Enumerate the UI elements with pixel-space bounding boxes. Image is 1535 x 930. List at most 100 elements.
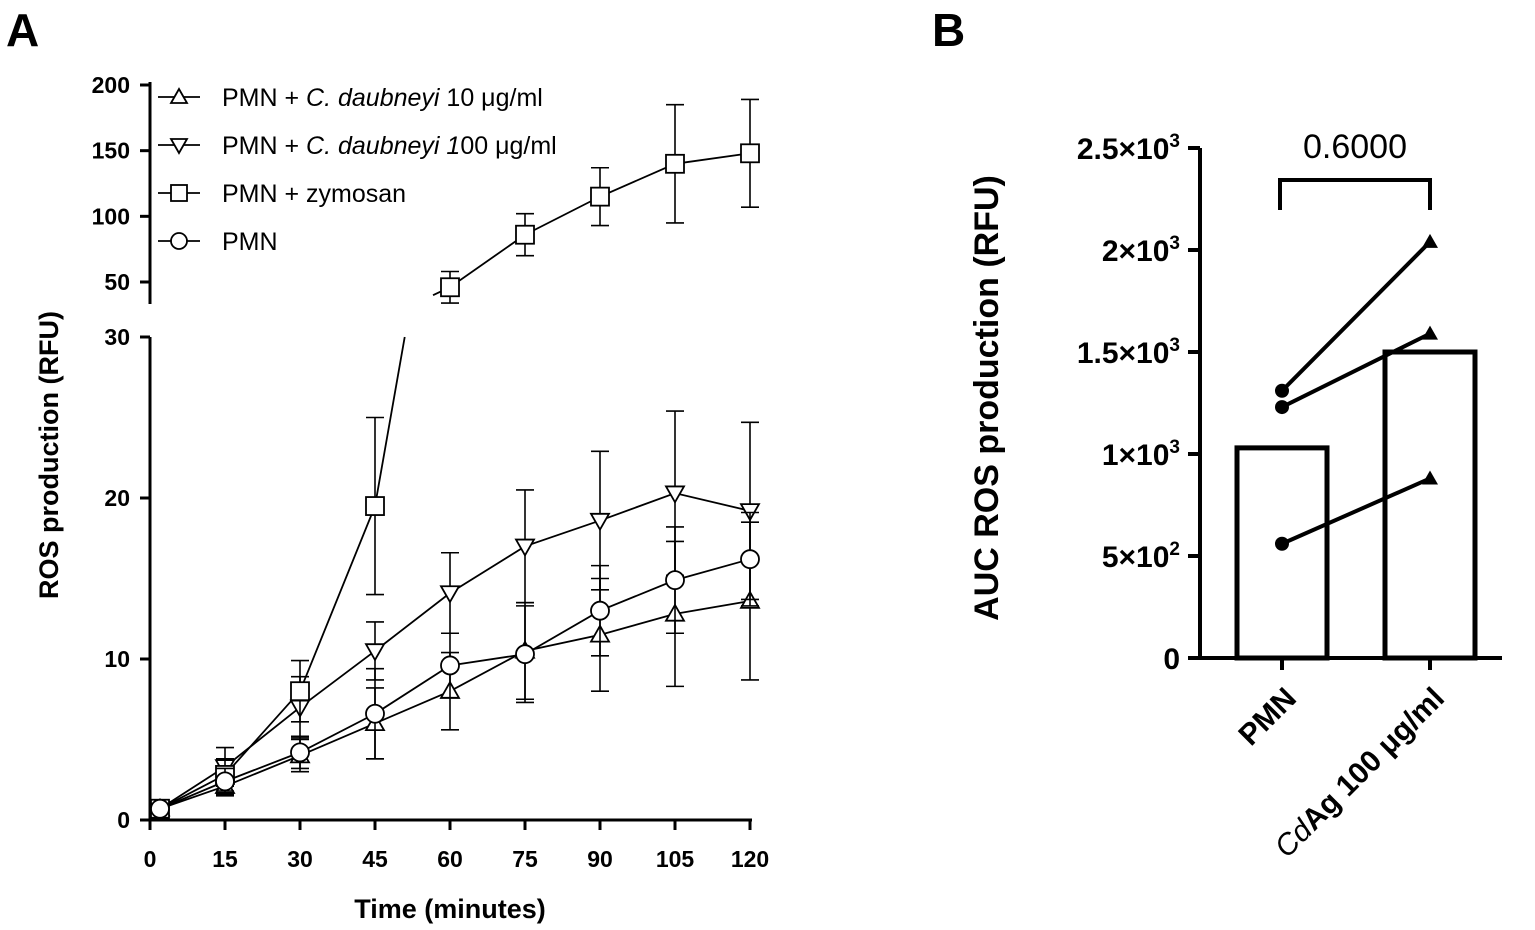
category-label-pmn: PMN [1232, 682, 1302, 752]
tick-exponent: 2 [1169, 539, 1180, 560]
treated-point [1422, 470, 1438, 485]
square-marker [365, 496, 385, 516]
y-tick-label: 0 [117, 807, 130, 833]
y-tick-label: 150 [92, 138, 130, 164]
legend-entry: PMN [158, 228, 278, 256]
paired-line [1281, 476, 1431, 546]
legend-label-prefix: PMN + zymosan [222, 180, 406, 208]
circle-marker [290, 742, 310, 763]
panel-b-letter: B [932, 4, 965, 56]
circle-marker [215, 771, 235, 792]
circle-marker [515, 644, 535, 665]
circle-marker [590, 600, 610, 621]
y-tick-label: 30 [104, 324, 130, 350]
triangle-down-marker [664, 485, 686, 504]
significance-bracket [1278, 178, 1432, 210]
square-marker [290, 681, 310, 702]
panel-a-letter: A [6, 4, 39, 56]
axis-ticks-a: 0 15 30 45 60 75 90 105 120 0 10 20 30 50 100 150 200 [92, 72, 770, 872]
y-tick-label-b: 2.5×103 [1077, 131, 1180, 166]
tick-mantissa: 0 [1163, 643, 1180, 676]
legend-label-suffix: 00 μg/ml [460, 132, 556, 160]
legend-label-italic: C. daubneyi [306, 84, 441, 112]
y-tick-label: 100 [92, 203, 130, 229]
pmn-point [1275, 536, 1289, 551]
y-tick-label: 10 [104, 646, 130, 672]
circle-marker [150, 798, 170, 819]
series-group [149, 98, 761, 820]
triangle-down-marker [169, 138, 189, 155]
x-tick-label: 0 [144, 846, 157, 872]
triangle-down-marker [514, 538, 536, 558]
circle-marker [665, 570, 685, 591]
tick-exponent: 3 [1169, 233, 1180, 254]
legend-label-italic: C. daubneyi 1 [306, 132, 460, 160]
x-tick-label: 30 [287, 846, 313, 872]
tick-mantissa: 1.5×10 [1077, 337, 1170, 370]
x-axis-title: Time (minutes) [354, 894, 546, 924]
x-tick-label: 60 [437, 846, 463, 872]
legend-label: PMN + zymosan [222, 180, 406, 208]
tick-mantissa: 5×10 [1102, 541, 1170, 574]
y-tick-label-b: 1×103 [1102, 437, 1180, 472]
y-tick-label-b: 5×102 [1102, 539, 1180, 574]
x-tick-label: 120 [731, 846, 769, 872]
legend-label-prefix: PMN + [222, 84, 306, 112]
x-tick-label: 45 [362, 846, 388, 872]
tick-mantissa: 2.5×10 [1077, 133, 1170, 166]
y-tick-label-b: 1.5×103 [1077, 335, 1180, 370]
legend-label: PMN + C. daubneyi 10 μg/ml [222, 84, 543, 112]
y-axis-title: ROS production (RFU) [34, 311, 64, 599]
triangle-down-marker [589, 512, 611, 532]
bars [1234, 349, 1478, 670]
significance-label: 0.6000 [1303, 128, 1407, 166]
y-tick-label: 50 [104, 269, 130, 295]
legend-label: PMN [222, 228, 278, 256]
square-marker [515, 224, 535, 245]
pmn-point [1275, 400, 1289, 415]
x-tick-label: 75 [512, 846, 538, 872]
legend-entry: PMN + zymosan [158, 180, 406, 208]
treated-point [1422, 325, 1438, 340]
x-tick-label: 105 [656, 846, 695, 872]
circle-marker [440, 655, 460, 676]
legend-label-prefix: PMN [222, 228, 278, 256]
tick-mantissa: 2×10 [1102, 235, 1170, 268]
series-line [159, 558, 751, 810]
square-marker [740, 143, 760, 164]
square-marker [665, 153, 685, 174]
bar-1 [1382, 349, 1478, 661]
tick-exponent: 3 [1169, 131, 1180, 152]
bar-0 [1234, 445, 1330, 661]
y-tick-label: 20 [104, 485, 130, 511]
series-line [159, 600, 751, 810]
square-marker [170, 184, 188, 202]
x-tick-label: 90 [587, 846, 613, 872]
triangle-down-marker [364, 643, 386, 662]
circle-marker [740, 549, 760, 570]
x-tick-label: 15 [212, 846, 238, 872]
paired-line [1280, 240, 1432, 393]
y-tick-label: 200 [92, 72, 130, 98]
tick-exponent: 3 [1169, 437, 1180, 458]
circle-marker [170, 232, 188, 250]
legend-label-suffix: 10 μg/ml [439, 84, 542, 112]
y-tick-label-b: 0 [1163, 643, 1180, 676]
legend-label: PMN + C. daubneyi 100 μg/ml [222, 132, 557, 160]
pmn-point [1275, 383, 1289, 398]
y-axis-title-b: AUC ROS production (RFU) [968, 175, 1006, 621]
panel-a-line-chart: 0 15 30 45 60 75 90 105 120 0 10 20 30 50 100 150 200 PM… [34, 72, 769, 924]
square-marker [590, 186, 610, 207]
series-circle [150, 511, 760, 819]
legend-label-prefix: PMN + [222, 132, 306, 160]
category-conc-part: 100 μg/ml [1330, 682, 1451, 803]
legend-entry: PMN + C. daubneyi 100 μg/ml [158, 132, 557, 160]
triangle-up-marker [169, 87, 189, 104]
treated-point [1422, 233, 1438, 248]
circle-marker [365, 703, 385, 724]
square-marker [440, 277, 460, 298]
